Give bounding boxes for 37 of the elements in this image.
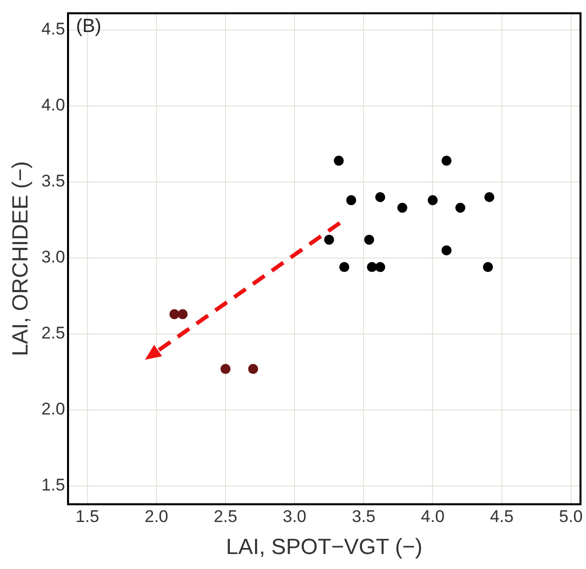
y-tick-label: 2.0 (41, 400, 66, 419)
point (484, 192, 494, 202)
point (346, 195, 356, 206)
point (324, 234, 334, 245)
x-tick-label: 3.5 (352, 507, 376, 526)
point (220, 364, 230, 374)
point (248, 364, 258, 374)
y-tick-label: 4.0 (41, 96, 66, 115)
point (442, 245, 452, 256)
point (334, 156, 344, 166)
y-tick-label: 1.5 (41, 476, 66, 495)
point (339, 262, 350, 272)
point (442, 156, 452, 166)
point (169, 309, 180, 320)
x-tick-label: 2.0 (144, 507, 168, 526)
y-axis-title: LAI, ORCHIDEE (−) (7, 161, 32, 356)
annotation: (B) (76, 16, 102, 37)
point (397, 202, 408, 213)
point (178, 309, 188, 320)
point (455, 202, 466, 213)
point (364, 234, 374, 245)
point (366, 262, 377, 272)
point (375, 192, 386, 202)
x-tick-label: 5.0 (559, 507, 583, 526)
x-tick-label: 1.5 (76, 507, 100, 526)
x-tick-label: 3.0 (282, 507, 306, 526)
y-tick-label: 3.5 (41, 172, 66, 191)
y-tick-label: 4.5 (41, 20, 66, 39)
x-tick-label: 4.0 (420, 507, 445, 526)
point (428, 195, 438, 206)
point (375, 262, 386, 272)
y-tick-label: 3.0 (41, 248, 66, 267)
x-tick-label: 4.5 (490, 507, 514, 526)
point (482, 262, 493, 272)
y-tick-label: 2.5 (41, 324, 66, 343)
x-tick-label: 2.5 (214, 507, 238, 526)
x-axis-title: LAI, SPOT−VGT (−) (226, 534, 422, 559)
